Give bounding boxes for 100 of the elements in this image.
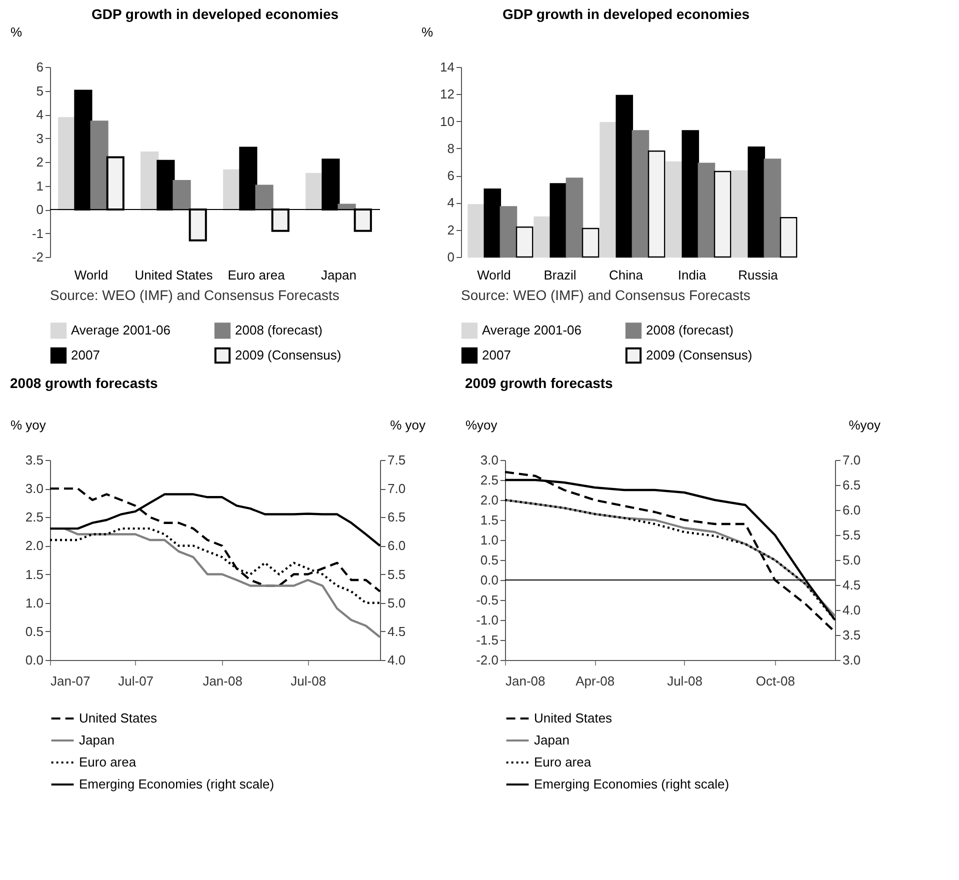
legend-label: 2008 (forecast) — [235, 322, 322, 338]
bar — [632, 130, 650, 258]
bar — [600, 122, 617, 258]
y-tick-label: 3 — [36, 130, 44, 146]
bar — [484, 188, 502, 258]
legend-label: Japan — [534, 732, 570, 748]
x-tick-label: Apr-08 — [576, 674, 615, 688]
legend-label: Emerging Economies (right scale) — [534, 776, 730, 792]
x-tick-label: Jul-08 — [667, 674, 702, 688]
bar — [714, 170, 732, 258]
legend-label: Japan — [79, 732, 114, 748]
y-tick-label: 14 — [440, 60, 454, 74]
y2-tick-label: 4.0 — [388, 652, 406, 668]
y-tick-label: 0 — [447, 250, 454, 264]
y-tick-label: 2.0 — [480, 492, 498, 508]
y2-tick-label: 3.5 — [842, 628, 861, 642]
y-tick-label: 0.5 — [480, 552, 498, 568]
y-tick-label: -1.5 — [476, 632, 498, 648]
bar — [255, 184, 274, 210]
y-tick-label: 2.5 — [480, 472, 498, 488]
x-tick-label: Japan — [321, 268, 356, 282]
x-tick-label: Brazil — [544, 268, 576, 282]
y-axis-title: % — [422, 24, 434, 40]
y-tick-label: 0.0 — [480, 572, 498, 588]
y2-tick-label: 6.0 — [388, 538, 406, 554]
y2-tick-label: 6.5 — [842, 478, 861, 492]
legend-label: Average 2001-06 — [482, 322, 582, 338]
legend-label: United States — [79, 710, 158, 726]
bar — [90, 120, 108, 210]
y-tick-label: 12 — [440, 86, 454, 102]
y-tick-label: 1 — [36, 178, 44, 194]
y2-tick-label: 5.5 — [388, 566, 406, 582]
bar — [550, 183, 568, 258]
x-tick-label: Jan-07 — [50, 674, 90, 688]
y-tick-label: 8 — [447, 140, 454, 156]
y-tick-label: 1.5 — [25, 566, 44, 582]
source-note: Source: WEO (IMF) and Consensus Forecasts — [50, 287, 340, 303]
legend-label: Emerging Economies (right scale) — [79, 776, 274, 792]
y2-tick-label: 4.5 — [388, 624, 406, 639]
y-tick-label: 0.0 — [25, 652, 44, 668]
y2-tick-label: 4.5 — [842, 578, 861, 592]
x-tick-label: Jul-07 — [118, 674, 154, 688]
y2-tick-label: 7.5 — [388, 452, 406, 468]
bar — [566, 178, 584, 258]
y2-tick-label: 6.0 — [842, 502, 861, 518]
legend-label: Euro area — [79, 754, 137, 770]
y-tick-label: 1.0 — [25, 595, 44, 610]
bar — [748, 146, 766, 258]
y-tick-label: -1 — [32, 226, 44, 241]
source-note: Source: WEO (IMF) and Consensus Forecasts — [461, 287, 750, 303]
legend-label: 2009 (Consensus) — [235, 348, 342, 362]
y-tick-label: 1.5 — [480, 512, 498, 528]
y-tick-label: 2.0 — [25, 538, 44, 554]
y2-tick-label: 5.0 — [388, 595, 406, 610]
y-tick-label: 3.0 — [480, 452, 498, 468]
y-tick-label: 2 — [36, 154, 44, 170]
x-tick-label: Russia — [738, 268, 779, 282]
legend-label: 2007 — [71, 348, 100, 362]
y-tick-label: 10 — [440, 114, 454, 129]
x-tick-label: United States — [134, 268, 214, 282]
y2-axis-title: %yoy — [848, 418, 881, 432]
y-tick-label: -0.5 — [476, 592, 498, 608]
x-tick-label: India — [678, 268, 707, 282]
y2-tick-label: 5.0 — [842, 552, 861, 568]
legend-label: 2008 (forecast) — [646, 322, 734, 338]
bar — [616, 94, 634, 258]
y-axis-title: % — [10, 24, 22, 40]
legend-label: Average 2001-06 — [71, 322, 171, 338]
y2-tick-label: 6.5 — [388, 510, 406, 525]
y-tick-label: -2 — [32, 250, 44, 264]
y2-tick-label: 7.0 — [388, 481, 406, 496]
bar — [172, 180, 191, 210]
y-tick-label: 2.5 — [25, 510, 44, 525]
chart-title: 2009 growth forecasts — [465, 375, 614, 391]
y2-tick-label: 4.0 — [842, 602, 861, 618]
legend-label: Euro area — [534, 754, 592, 770]
bar — [666, 161, 683, 258]
chart-title: GDP growth in developed economies — [91, 6, 339, 22]
bar — [698, 162, 716, 258]
y-tick-label: 4 — [36, 107, 44, 122]
x-tick-label: Oct-08 — [756, 674, 795, 688]
legend-label: 2007 — [482, 348, 511, 362]
legend-label: United States — [534, 710, 613, 726]
y2-tick-label: 7.0 — [842, 452, 861, 468]
y-axis-title: % yoy — [10, 418, 46, 432]
y-axis-title: %yoy — [466, 418, 498, 432]
bar — [648, 150, 666, 258]
bar — [732, 170, 749, 258]
y-tick-label: 6 — [447, 168, 454, 184]
bar — [500, 206, 518, 258]
bar — [582, 228, 600, 258]
y-tick-label: 0.5 — [25, 624, 44, 639]
y2-tick-label: 3.0 — [842, 652, 861, 668]
y-tick-label: 5 — [36, 83, 44, 98]
bar — [682, 130, 700, 258]
y-tick-label: 3.0 — [25, 481, 44, 496]
x-tick-label: Euro area — [228, 268, 286, 282]
y-tick-label: 1.0 — [480, 532, 498, 548]
chart-title: GDP growth in developed economies — [502, 6, 750, 22]
x-tick-label: World — [74, 268, 108, 282]
